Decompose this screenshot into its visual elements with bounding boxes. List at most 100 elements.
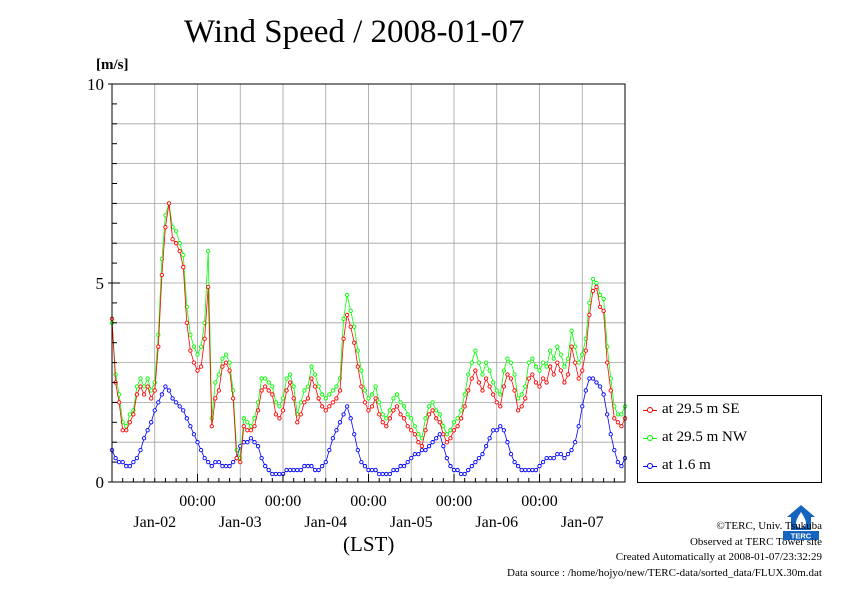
- observed-text: Observed at TERC Tower site: [689, 535, 822, 548]
- data-point: [159, 392, 165, 397]
- data-point: [537, 463, 542, 469]
- data-point: [455, 416, 460, 421]
- data-point: [206, 249, 211, 254]
- data-point: [320, 404, 325, 409]
- y-tick-label: 0: [96, 473, 105, 492]
- data-point: [551, 372, 556, 377]
- data-point: [569, 344, 574, 349]
- data-point: [327, 448, 332, 453]
- data-point: [551, 455, 556, 461]
- data-point: [580, 404, 585, 409]
- data-point: [540, 360, 546, 365]
- data-point: [594, 284, 599, 290]
- data-point: [223, 463, 229, 469]
- data-point: [451, 420, 457, 425]
- data-point: [362, 400, 368, 405]
- credits-block: ©TERC, Univ. Tsukuba Observed at TERC To…: [507, 519, 822, 581]
- data-point: [455, 467, 460, 473]
- data-point: [558, 352, 564, 357]
- data-point: [348, 308, 353, 314]
- data-point: [337, 388, 343, 393]
- data-point: [362, 463, 368, 469]
- data-point: [287, 380, 293, 385]
- data-point: [330, 436, 336, 441]
- legend-label-nw: at 29.5 m NW: [662, 429, 747, 445]
- data-point: [163, 384, 168, 389]
- data-point: [441, 444, 446, 449]
- data-point: [173, 229, 179, 234]
- data-point: [483, 360, 489, 365]
- data-point: [316, 467, 321, 473]
- data-point: [120, 459, 125, 465]
- data-point: [134, 455, 140, 461]
- data-point: [173, 241, 179, 246]
- data-point: [220, 364, 225, 369]
- data-point: [515, 463, 521, 469]
- data-point: [590, 376, 596, 381]
- data-point: [458, 471, 464, 477]
- data-point: [156, 344, 161, 349]
- x-time-label: 00:00: [265, 493, 301, 510]
- data-point: [202, 336, 207, 341]
- y-tick-label: 5: [96, 274, 105, 293]
- data-point: [576, 424, 581, 429]
- data-point: [412, 451, 417, 457]
- data-point: [359, 368, 364, 373]
- chart-grid: [112, 84, 625, 482]
- data-point: [369, 467, 375, 473]
- data-point: [145, 384, 150, 389]
- data-point: [141, 392, 147, 397]
- data-point: [270, 392, 275, 397]
- data-point: [341, 336, 346, 341]
- data-point: [252, 440, 257, 445]
- data-point: [191, 360, 197, 365]
- data-point: [355, 348, 360, 353]
- x-date-label: Jan-04: [304, 514, 347, 531]
- data-point: [380, 420, 385, 425]
- data-point: [544, 455, 549, 461]
- data-point: [515, 396, 521, 401]
- data-point: [423, 448, 428, 453]
- data-point: [576, 376, 581, 381]
- data-point: [152, 380, 157, 385]
- data-point: [612, 416, 617, 421]
- data-point: [594, 380, 599, 385]
- data-point: [523, 384, 528, 389]
- data-point: [320, 392, 325, 397]
- data-point: [341, 412, 346, 417]
- data-point: [369, 392, 375, 397]
- data-point: [124, 463, 129, 469]
- data-point: [273, 471, 279, 477]
- data-point: [202, 455, 207, 461]
- data-point: [533, 380, 539, 385]
- data-point: [576, 360, 581, 365]
- data-point: [134, 384, 140, 389]
- data-point: [263, 376, 268, 381]
- data-point: [213, 459, 218, 465]
- x-date-label: Jan-07: [561, 514, 604, 531]
- data-point: [259, 388, 264, 393]
- data-point: [127, 463, 132, 469]
- data-point: [270, 384, 275, 389]
- data-point: [444, 432, 450, 437]
- data-point: [608, 388, 613, 393]
- data-point: [458, 408, 464, 413]
- data-point: [394, 392, 400, 397]
- data-point: [352, 432, 357, 437]
- legend-item-nw: at 29.5 m NW: [638, 429, 823, 449]
- data-point: [309, 376, 314, 381]
- data-point: [605, 360, 610, 365]
- data-point: [334, 384, 339, 389]
- data-point: [494, 428, 499, 433]
- data-point: [391, 408, 396, 413]
- data-point: [216, 388, 222, 393]
- data-point: [530, 372, 535, 377]
- data-point: [220, 356, 225, 361]
- data-point: [448, 463, 453, 469]
- legend-marker-nw: [647, 435, 653, 441]
- data-point: [191, 344, 197, 349]
- data-point: [565, 451, 571, 457]
- data-point: [590, 276, 596, 282]
- data-point: [615, 412, 621, 417]
